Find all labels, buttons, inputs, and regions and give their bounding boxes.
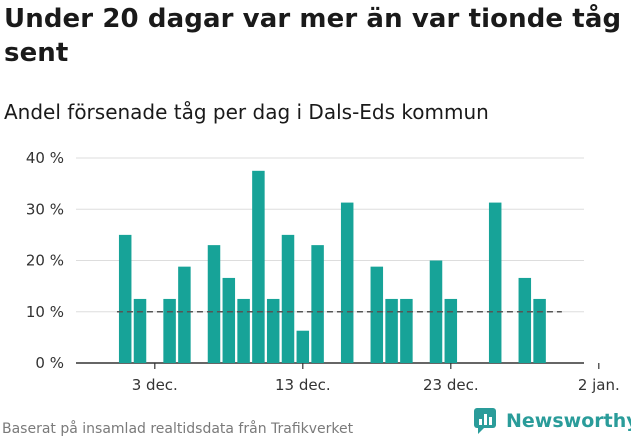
bar: [237, 298, 250, 363]
bar: [311, 245, 324, 363]
x-tick-label: 13 dec.: [275, 376, 331, 394]
bar: [133, 298, 147, 363]
bar: [533, 298, 546, 363]
bar: [163, 298, 176, 363]
y-axis-labels: 0 % 10 % 20 % 30 % 40 %: [26, 149, 64, 372]
bars: [118, 170, 546, 363]
x-axis: 3 dec. 13 dec. 23 dec. 2 jan.: [132, 363, 620, 394]
brand-name: Newsworthy: [506, 410, 631, 432]
bar: [340, 202, 354, 363]
bar: [370, 266, 384, 363]
bar: [178, 266, 191, 363]
y-tick-label: 10 %: [26, 303, 64, 321]
chart-title: Under 20 dagar var mer än var tionde tåg…: [4, 4, 622, 68]
bar: [296, 330, 310, 363]
bar: [222, 277, 236, 363]
brand-logo: Newsworthy: [474, 408, 631, 434]
y-tick-label: 20 %: [26, 252, 64, 270]
bar: [444, 298, 458, 363]
bar: [207, 245, 221, 363]
bar: [252, 170, 265, 363]
x-tick-label: 23 dec.: [423, 376, 479, 394]
bar: [281, 234, 295, 363]
bar: [385, 298, 398, 363]
x-tick-label: 2 jan.: [578, 376, 620, 394]
bar: [518, 277, 532, 363]
bar: [266, 298, 280, 363]
y-tick-label: 0 %: [35, 354, 64, 372]
bar: [429, 260, 443, 363]
y-tick-label: 30 %: [26, 200, 64, 218]
bar-chart: 0 % 10 % 20 % 30 % 40 % 3 dec. 13 dec. 23 dec.…: [26, 149, 620, 394]
gridlines: [76, 157, 584, 364]
bar: [488, 202, 502, 363]
bar: [118, 234, 132, 363]
chart-subtitle: Andel försenade tåg per dag i Dals-Eds k…: [4, 100, 489, 124]
source-note: Baserat på insamlad realtidsdata från Tr…: [2, 421, 354, 437]
newsworthy-logo-icon: [474, 408, 496, 434]
x-tick-label: 3 dec.: [132, 376, 178, 394]
y-tick-label: 40 %: [26, 149, 64, 167]
bar: [400, 298, 413, 363]
